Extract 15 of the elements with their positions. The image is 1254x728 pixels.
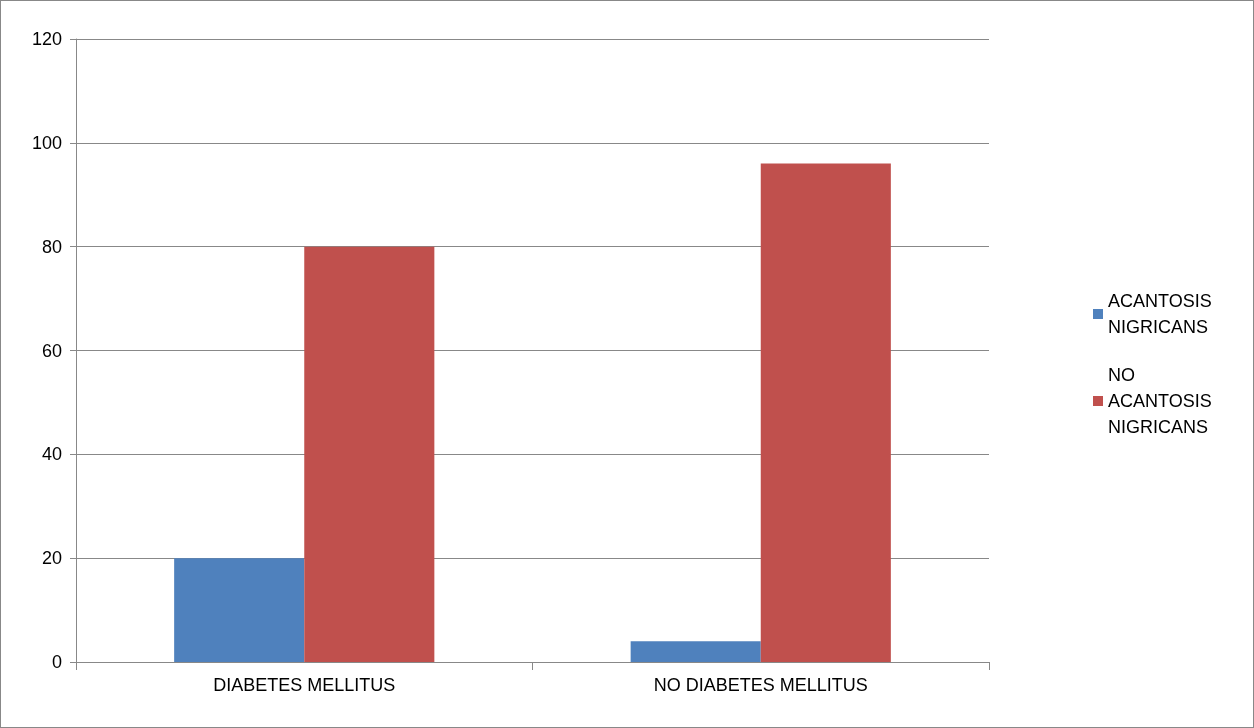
legend-label: ACANTOSIS NIGRICANS [1108, 291, 1217, 337]
y-tick-label: 120 [31, 29, 62, 49]
bar [630, 641, 761, 662]
y-tick-label: 100 [31, 132, 62, 153]
x-tick-label: NO DIABETES MELLITUS [653, 675, 868, 695]
bar [174, 558, 305, 662]
y-tick-label: 80 [41, 236, 62, 257]
y-tick-label: 0 [51, 652, 62, 672]
bar [304, 246, 435, 662]
y-tick-label: 40 [41, 444, 62, 465]
y-tick-label: 20 [41, 548, 62, 569]
x-tick-label: DIABETES MELLITUS [213, 675, 396, 695]
legend-label: NO ACANTOSIS NIGRICANS [1108, 365, 1217, 437]
bar [760, 163, 891, 662]
y-tick-label: 60 [41, 340, 62, 361]
